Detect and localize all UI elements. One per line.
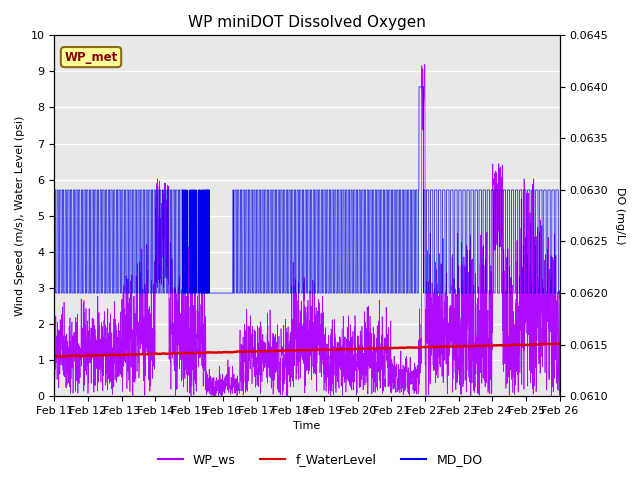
- Y-axis label: DO (mg/L): DO (mg/L): [615, 187, 625, 244]
- Text: WP_met: WP_met: [65, 50, 118, 63]
- Y-axis label: Wind Speed (m/s), Water Level (psi): Wind Speed (m/s), Water Level (psi): [15, 116, 25, 316]
- Legend: WP_ws, f_WaterLevel, MD_DO: WP_ws, f_WaterLevel, MD_DO: [152, 448, 488, 471]
- X-axis label: Time: Time: [294, 421, 321, 432]
- Title: WP miniDOT Dissolved Oxygen: WP miniDOT Dissolved Oxygen: [188, 15, 426, 30]
